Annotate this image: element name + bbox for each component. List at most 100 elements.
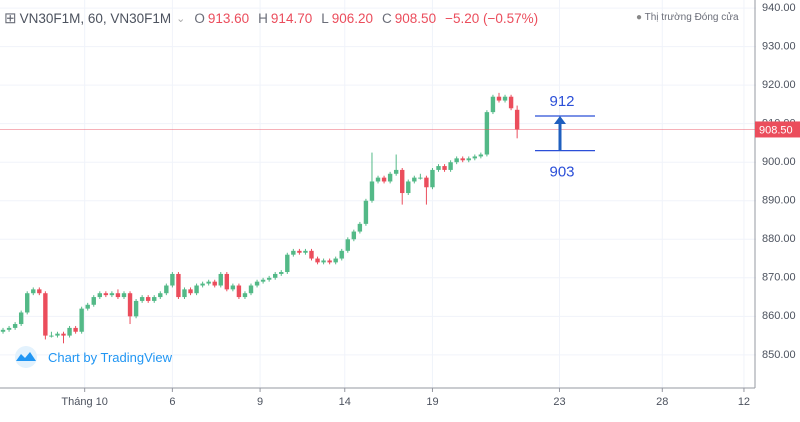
candle-body [387, 173, 393, 182]
annotation-low-label: 903 [549, 164, 574, 181]
watermark[interactable]: Chart by TradingView [10, 346, 172, 368]
open-value: 913.60 [207, 10, 250, 26]
candle-body [194, 285, 199, 294]
candle-body [514, 109, 520, 130]
candle-body [266, 277, 272, 280]
candle-body [97, 293, 102, 298]
candle-body [454, 158, 459, 163]
candle-body [460, 158, 465, 161]
annotation-arrowhead [554, 115, 566, 124]
candle-body [224, 273, 230, 290]
y-tick-label: 940.00 [762, 2, 796, 14]
candle-body [242, 293, 248, 298]
candle-body [206, 281, 211, 284]
candle-body [442, 166, 447, 170]
candle-body [315, 258, 320, 263]
candle-body [279, 272, 284, 274]
candle-body [291, 250, 296, 255]
watermark-text: Chart by TradingView [48, 349, 173, 365]
x-tick-label: 28 [656, 396, 668, 408]
candle-body [333, 258, 338, 263]
candle-body [303, 250, 308, 253]
candle-body [309, 250, 314, 259]
candle-body [152, 297, 157, 301]
candle-body [109, 293, 115, 296]
candle-body [490, 96, 496, 113]
candle-body [345, 239, 350, 251]
candle-body [188, 289, 193, 294]
candle-body [121, 293, 127, 298]
candle-body [67, 327, 72, 336]
chevron[interactable]: ⌄ [176, 12, 186, 25]
candle-body [145, 297, 151, 301]
candle-body [31, 289, 36, 294]
candle-body [200, 283, 205, 286]
candle-body [79, 308, 84, 332]
candle-body [230, 285, 236, 290]
candle-body [158, 293, 163, 298]
low-value: 906.20 [331, 10, 374, 26]
annotation-high-label: 912 [549, 93, 574, 110]
candle-body [436, 166, 441, 170]
candle-body [393, 169, 399, 174]
candle-body [103, 293, 109, 296]
candle-body [248, 285, 254, 294]
last-price-label: 908.50 [759, 124, 793, 136]
candle-body [508, 96, 514, 109]
candle-body [25, 293, 30, 313]
candle-body [351, 231, 357, 240]
candle-body [484, 112, 490, 155]
y-tick-label: 880.00 [762, 233, 796, 245]
candle-body [472, 156, 477, 159]
x-tick-label: 6 [169, 396, 175, 408]
x-tick-label: 12 [738, 396, 750, 408]
candle-body [339, 250, 344, 259]
candle-body [466, 158, 471, 161]
x-tick-label: Tháng 10 [61, 396, 107, 408]
high-value: 914.70 [270, 10, 313, 26]
candle-body [424, 177, 429, 188]
candle-body [18, 312, 24, 325]
candle-body [357, 223, 363, 232]
x-tick-label: 14 [339, 396, 351, 408]
high-label: H [258, 10, 268, 26]
logo [15, 346, 37, 368]
candle-body [55, 333, 60, 336]
candle-body [273, 273, 278, 278]
x-tick-label: 9 [257, 396, 263, 408]
candle-body [400, 169, 405, 194]
candle-body [139, 297, 145, 301]
candle-body [127, 293, 133, 317]
candle-body [212, 281, 217, 286]
symbol[interactable]: VN30F1M, 60, VN30F1M [19, 10, 172, 26]
candle-body [43, 293, 48, 336]
candle-body [176, 273, 181, 298]
candle-body [0, 329, 6, 332]
y-tick-label: 900.00 [762, 156, 796, 168]
candle-body [381, 177, 387, 182]
layout-icon[interactable]: ⊞ [4, 10, 17, 27]
candle-body [412, 177, 417, 182]
x-tick-label: 19 [426, 396, 438, 408]
y-tick-label: 930.00 [762, 41, 796, 53]
candle-body [182, 289, 187, 298]
y-tick-label: 890.00 [762, 195, 796, 207]
y-tick-label: 850.00 [762, 349, 796, 361]
candle-body [430, 169, 435, 188]
candle-body [321, 260, 326, 263]
candle-body [85, 304, 90, 309]
legend-header: ⊞ VN30F1M, 60, VN30F1M ⌄ O 913.60 H 914.70… [4, 9, 544, 27]
candle-body [297, 250, 302, 253]
x-tick-label: 23 [553, 396, 565, 408]
candle-body [502, 96, 508, 101]
low-label: L [321, 10, 329, 26]
candle-body [254, 281, 260, 286]
candle-body [448, 162, 453, 170]
candle-body [12, 324, 18, 328]
candle-body [37, 289, 42, 294]
candle-body [170, 273, 175, 286]
last-price-box [755, 121, 800, 138]
close-value: 908.50 [394, 10, 437, 26]
